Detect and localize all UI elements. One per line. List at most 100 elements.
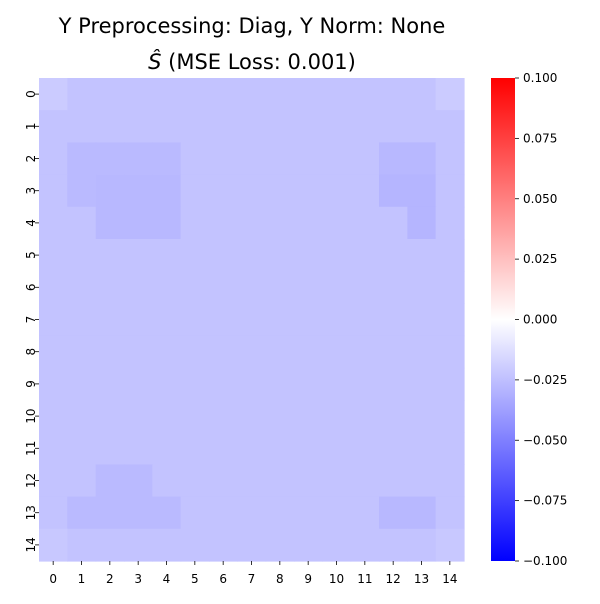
heatmap-cell-13-1 bbox=[67, 496, 97, 530]
heatmap-cell-8-2 bbox=[95, 335, 125, 369]
heatmap-cell-14-5 bbox=[180, 528, 210, 562]
x-tick-label-10: 10 bbox=[329, 572, 344, 586]
colorbar-tick-label-3: 0.025 bbox=[523, 252, 557, 266]
heatmap-cell-8-12 bbox=[379, 335, 408, 369]
heatmap-cell-8-5 bbox=[180, 335, 210, 369]
heatmap-cell-4-3 bbox=[124, 206, 153, 240]
heatmap-cell-11-7 bbox=[237, 432, 267, 465]
heatmap-cell-5-9 bbox=[294, 239, 323, 272]
y-tick-label-4: 4 bbox=[24, 219, 38, 227]
heatmap-cell-9-3 bbox=[124, 367, 153, 401]
heatmap-cell-10-9 bbox=[294, 400, 323, 433]
heatmap-cell-12-9 bbox=[294, 464, 323, 498]
heatmap-cell-6-5 bbox=[180, 271, 210, 304]
heatmap-cell-10-2 bbox=[95, 400, 125, 433]
heatmap-cell-3-10 bbox=[322, 174, 352, 208]
heatmap-cell-12-7 bbox=[237, 464, 267, 498]
y-tick-label-9: 9 bbox=[24, 380, 38, 388]
heatmap-cell-0-0 bbox=[39, 78, 68, 111]
heatmap-cell-9-13 bbox=[407, 367, 437, 401]
colorbar-tick-label-0: 0.100 bbox=[523, 71, 557, 85]
heatmap-cell-12-4 bbox=[152, 464, 182, 498]
heatmap-cell-11-9 bbox=[294, 432, 323, 465]
heatmap-cell-9-4 bbox=[152, 367, 182, 401]
heatmap-cell-10-10 bbox=[322, 400, 352, 433]
heatmap-cell-5-3 bbox=[124, 239, 153, 272]
heatmap-cell-5-6 bbox=[209, 239, 238, 272]
heatmap-cell-2-2 bbox=[95, 142, 125, 176]
heatmap-cell-14-13 bbox=[407, 528, 437, 562]
heatmap-cell-4-6 bbox=[209, 206, 238, 240]
heatmap-cell-13-2 bbox=[95, 496, 125, 530]
heatmap-cell-6-2 bbox=[95, 271, 125, 304]
heatmap-cell-2-13 bbox=[407, 142, 437, 176]
heatmap-cell-14-10 bbox=[322, 528, 352, 562]
heatmap-cell-3-5 bbox=[180, 174, 210, 208]
heatmap-cell-3-0 bbox=[39, 174, 68, 208]
heatmap-cell-0-14 bbox=[435, 78, 465, 111]
heatmap-cell-13-0 bbox=[39, 496, 68, 530]
x-axis-ticks: 0 1 2 3 4 5 6 7 8 9 10 11 12 13 14 bbox=[49, 561, 457, 586]
heatmap-cell-1-7 bbox=[237, 110, 267, 143]
heatmap-cell-9-1 bbox=[67, 367, 97, 401]
heatmap-cell-12-12 bbox=[379, 464, 408, 498]
heatmap-cell-3-6 bbox=[209, 174, 238, 208]
heatmap-cell-7-7 bbox=[237, 303, 267, 337]
heatmap-cells bbox=[39, 78, 465, 562]
colorbar-tick-label-5: −0.025 bbox=[523, 373, 567, 387]
heatmap-cell-0-3 bbox=[124, 78, 153, 111]
heatmap-cell-1-2 bbox=[95, 110, 125, 143]
heatmap-cell-5-4 bbox=[152, 239, 182, 272]
heatmap-cell-4-9 bbox=[294, 206, 323, 240]
heatmap-cell-12-11 bbox=[350, 464, 380, 498]
x-tick-label-14: 14 bbox=[442, 572, 457, 586]
heatmap-cell-7-13 bbox=[407, 303, 437, 337]
heatmap-cell-13-11 bbox=[350, 496, 380, 530]
heatmap-cell-3-11 bbox=[350, 174, 380, 208]
heatmap-cell-9-2 bbox=[95, 367, 125, 401]
heatmap-cell-14-6 bbox=[209, 528, 238, 562]
heatmap-cell-12-6 bbox=[209, 464, 238, 498]
colorbar-tick-label-6: −0.050 bbox=[523, 433, 567, 447]
heatmap-cell-8-13 bbox=[407, 335, 437, 369]
heatmap-cell-7-3 bbox=[124, 303, 153, 337]
heatmap-cell-2-4 bbox=[152, 142, 182, 176]
heatmap-cell-8-7 bbox=[237, 335, 267, 369]
heatmap-cell-5-2 bbox=[95, 239, 125, 272]
heatmap-cell-3-7 bbox=[237, 174, 267, 208]
heatmap-cell-2-0 bbox=[39, 142, 68, 176]
heatmap-cell-7-8 bbox=[265, 303, 295, 337]
heatmap-cell-13-13 bbox=[407, 496, 437, 530]
heatmap-cell-12-0 bbox=[39, 464, 68, 498]
heatmap-cell-6-7 bbox=[237, 271, 267, 304]
x-tick-label-11: 11 bbox=[357, 572, 372, 586]
heatmap-cell-2-5 bbox=[180, 142, 210, 176]
heatmap-cell-14-1 bbox=[67, 528, 97, 562]
heatmap-cell-1-12 bbox=[379, 110, 408, 143]
heatmap-cell-12-5 bbox=[180, 464, 210, 498]
heatmap-cell-3-3 bbox=[124, 174, 153, 208]
heatmap-cell-7-11 bbox=[350, 303, 380, 337]
heatmap-cell-3-12 bbox=[379, 174, 408, 208]
heatmap-cell-6-14 bbox=[435, 271, 465, 304]
y-tick-label-6: 6 bbox=[24, 283, 38, 291]
heatmap-cell-14-4 bbox=[152, 528, 182, 562]
heatmap-cell-10-11 bbox=[350, 400, 380, 433]
heatmap-cell-4-14 bbox=[435, 206, 465, 240]
chart-title-symbol: Ŝ bbox=[148, 49, 161, 74]
heatmap-cell-2-1 bbox=[67, 142, 97, 176]
y-tick-label-0: 0 bbox=[24, 90, 38, 98]
y-tick-label-14: 14 bbox=[24, 537, 38, 552]
y-tick-label-11: 11 bbox=[24, 441, 38, 456]
heatmap-cell-11-13 bbox=[407, 432, 437, 465]
heatmap-cell-11-4 bbox=[152, 432, 182, 465]
heatmap-cell-3-4 bbox=[152, 174, 182, 208]
heatmap-cell-2-6 bbox=[209, 142, 238, 176]
heatmap-cell-3-9 bbox=[294, 174, 323, 208]
heatmap-cell-0-9 bbox=[294, 78, 323, 111]
heatmap-cell-3-14 bbox=[435, 174, 465, 208]
heatmap-cell-10-7 bbox=[237, 400, 267, 433]
heatmap-cell-11-1 bbox=[67, 432, 97, 465]
heatmap-cell-1-5 bbox=[180, 110, 210, 143]
heatmap-cell-10-12 bbox=[379, 400, 408, 433]
